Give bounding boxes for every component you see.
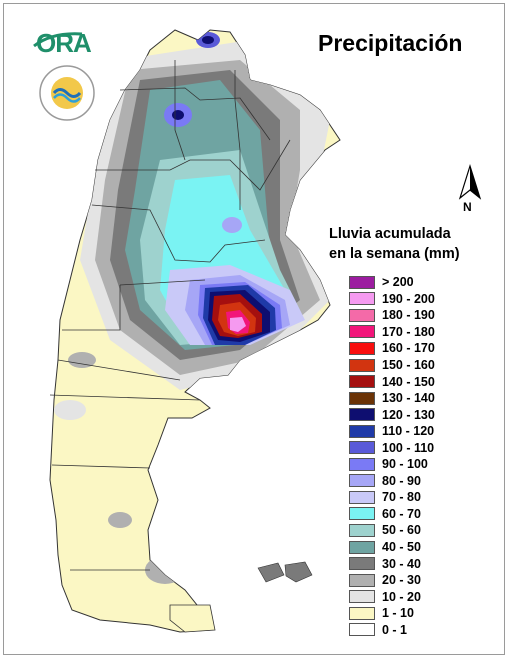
legend-label: 150 - 160 [382, 358, 435, 372]
legend-swatch [349, 457, 375, 471]
legend-swatch [349, 275, 375, 289]
legend-item: 60 - 70 [349, 506, 489, 523]
legend-item: 150 - 160 [349, 357, 489, 374]
legend-label: 70 - 80 [382, 490, 421, 505]
legend-item: 10 - 20 [349, 588, 489, 605]
north-arrow-icon [458, 163, 482, 200]
legend-label: 120 - 130 [382, 407, 435, 422]
legend-swatch [349, 573, 375, 587]
legend-item: 120 - 130 [349, 406, 489, 423]
legend-item: 80 - 90 [349, 473, 489, 490]
legend-swatch [349, 523, 375, 537]
legend-label: 0 - 1 [382, 622, 408, 637]
legend-label: 140 - 150 [382, 374, 435, 389]
ora-logo: ORA [32, 28, 102, 58]
legend-item: 100 - 110 [349, 439, 489, 456]
legend-label: 30 - 40 [382, 556, 421, 571]
map-title: Precipitación [318, 30, 463, 56]
legend-item: 160 - 170 [349, 340, 489, 357]
malvinas-islands [257, 561, 313, 583]
legend-item: 130 - 140 [349, 390, 489, 407]
legend-item: 1 - 10 [349, 605, 489, 622]
province-borders [49, 60, 291, 571]
legend-label: 160 - 170 [382, 341, 435, 356]
legend-swatch [349, 424, 375, 438]
legend-label: 90 - 100 [382, 457, 428, 472]
legend-item: 170 - 180 [349, 324, 489, 341]
legend-swatch [349, 623, 375, 637]
ministry-seal [38, 64, 96, 122]
legend-label: 110 - 120 [382, 424, 435, 439]
legend-item: 50 - 60 [349, 522, 489, 539]
legend-swatch [349, 490, 375, 504]
legend-item: 180 - 190 [349, 307, 489, 324]
legend-label: 60 - 70 [382, 506, 421, 521]
legend-swatch [349, 325, 375, 339]
legend-label: 100 - 110 [382, 440, 435, 455]
legend-swatch [349, 441, 375, 455]
legend-label: 130 - 140 [382, 391, 435, 406]
legend-label: 40 - 50 [382, 540, 421, 555]
legend-title-line1: Lluvia acumulada [329, 226, 451, 242]
legend-label: 20 - 30 [382, 573, 421, 588]
legend-swatch [349, 507, 375, 521]
legend-swatch [349, 375, 375, 389]
north-label: N [463, 200, 472, 214]
legend-title: Lluvia acumulada en la semana (mm) [329, 224, 499, 264]
legend-item: 30 - 40 [349, 555, 489, 572]
map-frame [3, 3, 505, 655]
legend-swatch [349, 391, 375, 405]
legend-label: > 200 [382, 275, 414, 290]
legend-label: 190 - 200 [382, 291, 435, 306]
legend-item: 140 - 150 [349, 373, 489, 390]
legend-swatch [349, 308, 375, 322]
legend-label: 50 - 60 [382, 523, 421, 538]
legend-swatch [349, 341, 375, 355]
precipitation-legend: > 200 190 - 200 180 - 190 170 - 180 160 - 17… [349, 274, 489, 638]
tierra-del-fuego [169, 604, 216, 633]
legend-swatch [349, 292, 375, 306]
legend-item: > 200 [349, 274, 489, 291]
legend-item: 40 - 50 [349, 539, 489, 556]
legend-swatch [349, 590, 375, 604]
legend-label: 170 - 180 [382, 324, 435, 339]
legend-swatch [349, 474, 375, 488]
legend-swatch [349, 408, 375, 422]
ora-logo-text: ORA [36, 28, 92, 58]
legend-label: 1 - 10 [382, 606, 414, 621]
legend-label: 10 - 20 [382, 589, 421, 604]
legend-swatch [349, 557, 375, 571]
legend-swatch [349, 606, 375, 620]
legend-item: 0 - 1 [349, 621, 489, 638]
legend-swatch [349, 358, 375, 372]
legend-item: 90 - 100 [349, 456, 489, 473]
legend-item: 110 - 120 [349, 423, 489, 440]
legend-swatch [349, 540, 375, 554]
legend-title-line2: en la semana (mm) [329, 246, 460, 262]
legend-label: 180 - 190 [382, 308, 435, 323]
legend-item: 190 - 200 [349, 291, 489, 308]
legend-item: 70 - 80 [349, 489, 489, 506]
north-arrow: N [456, 163, 484, 218]
legend-label: 80 - 90 [382, 473, 421, 488]
legend-item: 20 - 30 [349, 572, 489, 589]
